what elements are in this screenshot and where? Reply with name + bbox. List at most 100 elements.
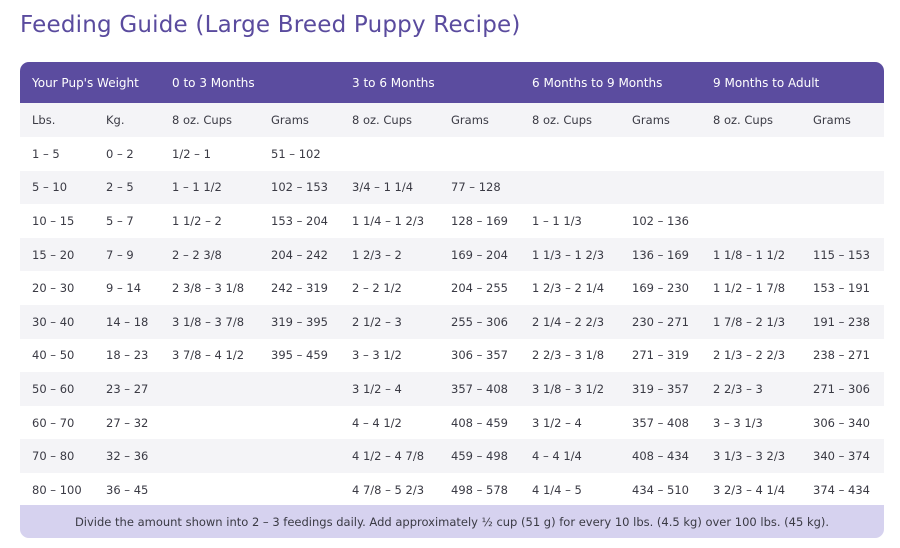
table-cell: 374 – 434 — [813, 482, 870, 497]
table-cell: 3 1/2 – 4 — [352, 381, 402, 396]
table-cell: 40 – 50 — [32, 348, 75, 363]
table-cell: 1 1/4 – 1 2/3 — [352, 213, 425, 228]
table-cell: 271 – 319 — [632, 348, 689, 363]
table-cell: 4 – 4 1/2 — [352, 415, 402, 430]
table-cell: 2 1/2 – 3 — [352, 314, 402, 329]
subheader-cell: 8 oz. Cups — [532, 113, 592, 127]
table-cell: 2 – 2 1/2 — [352, 281, 402, 296]
subheader-cell: 8 oz. Cups — [713, 113, 773, 127]
table-cell: 20 – 30 — [32, 281, 75, 296]
table-cell: 2 1/4 – 2 2/3 — [532, 314, 605, 329]
table-cell — [801, 204, 884, 238]
table-cell: 408 – 459 — [451, 415, 508, 430]
feeding-guide-table-card: Your Pup's Weight 0 to 3 Months 3 to 6 M… — [20, 62, 884, 538]
table-cell: 306 – 357 — [451, 348, 508, 363]
table-cell: 32 – 36 — [106, 449, 149, 464]
subheader-cell: Grams — [451, 113, 489, 127]
table-cell: 0 – 2 — [106, 146, 134, 161]
table-cell: 60 – 70 — [32, 415, 75, 430]
table-cell: 319 – 357 — [632, 381, 689, 396]
table-cell: 242 – 319 — [271, 281, 328, 296]
table-cell: 204 – 242 — [271, 247, 328, 262]
table-cell: 14 – 18 — [106, 314, 149, 329]
table-cell — [801, 171, 884, 205]
table-row: 30 – 40 14 – 18 3 1/8 – 3 7/8 319 – 395 2 1/… — [20, 304, 884, 339]
table-cell: 80 – 100 — [32, 482, 82, 497]
subheader-row: Lbs. Kg. 8 oz. Cups Grams 8 oz. Cups Gra… — [20, 103, 884, 137]
subheader-cell: Lbs. — [32, 113, 56, 127]
table-cell: 115 – 153 — [813, 247, 870, 262]
table-cell — [620, 171, 701, 205]
header-row: Your Pup's Weight 0 to 3 Months 3 to 6 M… — [20, 62, 884, 103]
page-title: Feeding Guide (Large Breed Puppy Recipe) — [20, 12, 521, 38]
table-cell: 204 – 255 — [451, 281, 508, 296]
table-cell — [701, 171, 801, 205]
table-cell: 3 1/3 – 3 2/3 — [713, 449, 786, 464]
table-cell: 2 2/3 – 3 — [713, 381, 763, 396]
table-cell: 1 1/2 – 2 — [172, 213, 222, 228]
table-cell: 7 – 9 — [106, 247, 134, 262]
table-cell: 255 – 306 — [451, 314, 508, 329]
table-cell: 153 – 191 — [813, 281, 870, 296]
table-cell: 357 – 408 — [451, 381, 508, 396]
table-cell: 1 – 5 — [32, 146, 60, 161]
table-cell: 23 – 27 — [106, 381, 149, 396]
table-cell: 4 1/4 – 5 — [532, 482, 582, 497]
table-cell: 169 – 230 — [632, 281, 689, 296]
subheader-cell: Kg. — [106, 113, 125, 127]
table-cell: 1 7/8 – 2 1/3 — [713, 314, 786, 329]
table-row: 15 – 20 7 – 9 2 – 2 3/8 204 – 242 1 2/3 – 2 1… — [20, 237, 884, 272]
table-cell: 191 – 238 — [813, 314, 870, 329]
table-cell — [620, 137, 701, 171]
subheader-cell: Grams — [271, 113, 309, 127]
subheader-cell: Grams — [813, 113, 851, 127]
table-cell: 408 – 434 — [632, 449, 689, 464]
table-cell: 36 – 45 — [106, 482, 149, 497]
table-cell: 3 7/8 – 4 1/2 — [172, 348, 245, 363]
table-row: 10 – 15 5 – 7 1 1/2 – 2 153 – 204 1 1/4 – 1 … — [20, 204, 884, 238]
table-cell: 271 – 306 — [813, 381, 870, 396]
table-cell: 319 – 395 — [271, 314, 328, 329]
header-group-6-9-months: 6 Months to 9 Months — [532, 75, 663, 90]
table-cell: 2 – 2 3/8 — [172, 247, 222, 262]
table-cell: 3 – 3 1/3 — [713, 415, 763, 430]
table-row: 1 – 5 0 – 2 1/2 – 1 51 – 102 — [20, 137, 884, 171]
table-cell: 306 – 340 — [813, 415, 870, 430]
table-cell: 153 – 204 — [271, 213, 328, 228]
table-cell: 128 – 169 — [451, 213, 508, 228]
table-cell: 3 1/8 – 3 1/2 — [532, 381, 605, 396]
table-row: 40 – 50 18 – 23 3 7/8 – 4 1/2 395 – 459 3 – … — [20, 338, 884, 373]
table-cell: 3 1/2 – 4 — [532, 415, 582, 430]
table-cell: 1 1/8 – 1 1/2 — [713, 247, 786, 262]
table-cell — [439, 137, 520, 171]
table-cell — [160, 473, 259, 507]
table-cell — [160, 406, 259, 440]
table-cell — [701, 204, 801, 238]
table-cell: 51 – 102 — [271, 146, 321, 161]
table-cell: 18 – 23 — [106, 348, 149, 363]
table-cell — [520, 137, 620, 171]
table-cell — [259, 473, 340, 507]
table-cell: 3 – 3 1/2 — [352, 348, 402, 363]
table-cell — [701, 137, 801, 171]
table-cell: 3 1/8 – 3 7/8 — [172, 314, 245, 329]
table-cell: 2 – 5 — [106, 180, 134, 195]
table-cell: 3 2/3 – 4 1/4 — [713, 482, 786, 497]
table-cell: 27 – 32 — [106, 415, 149, 430]
table-cell: 4 1/2 – 4 7/8 — [352, 449, 425, 464]
table-row: 60 – 70 27 – 32 4 – 4 1/2 408 – 459 3 1/2 – … — [20, 405, 884, 440]
table-cell: 1 2/3 – 2 1/4 — [532, 281, 605, 296]
table-cell: 30 – 40 — [32, 314, 75, 329]
table-cell: 5 – 7 — [106, 213, 134, 228]
table-row: 50 – 60 23 – 27 3 1/2 – 4 357 – 408 3 1/8 – … — [20, 372, 884, 406]
table-cell: 1 1/2 – 1 7/8 — [713, 281, 786, 296]
table-cell — [259, 372, 340, 406]
table-cell: 2 3/8 – 3 1/8 — [172, 281, 245, 296]
table-cell: 395 – 459 — [271, 348, 328, 363]
table-cell: 1 1/3 – 1 2/3 — [532, 247, 605, 262]
table-cell — [259, 406, 340, 440]
table-cell: 357 – 408 — [632, 415, 689, 430]
table-cell — [520, 171, 620, 205]
table-cell: 340 – 374 — [813, 449, 870, 464]
table-cell: 1/2 – 1 — [172, 146, 211, 161]
